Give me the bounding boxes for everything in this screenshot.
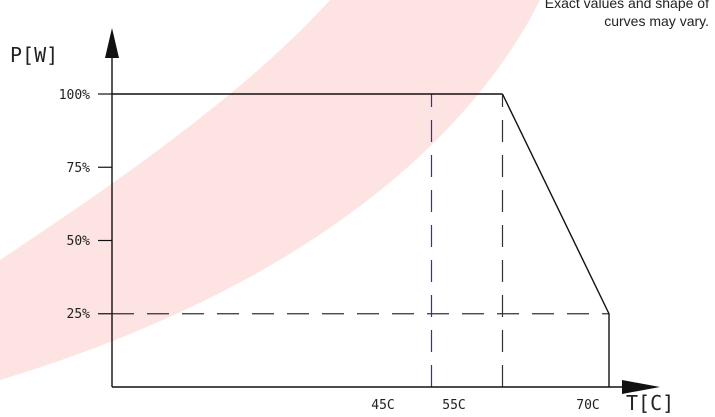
y-axis-title: P[W] <box>10 43 58 67</box>
y-tick-label-75: 75% <box>67 161 91 176</box>
x-axis-arrow <box>622 380 660 394</box>
y-axis-arrow <box>105 28 119 58</box>
x-tick-label-55: 55C <box>442 398 465 413</box>
note-line-1: Exact values and shape of <box>544 0 709 11</box>
series-group <box>112 93 610 387</box>
watermark-arc <box>0 0 540 380</box>
y-tick-label-50: 50% <box>67 234 91 249</box>
x-axis-title: T[C] <box>626 391 674 415</box>
x-tick-label-70: 70C <box>576 398 599 413</box>
y-tick-label-25: 25% <box>67 307 91 322</box>
x-tick-label-45: 45C <box>371 398 394 413</box>
reference-lines <box>112 94 609 387</box>
note-line-2: curves may vary. <box>604 13 709 29</box>
y-tick-label-100: 100% <box>59 88 90 103</box>
axes <box>98 28 660 394</box>
chart-note: Exact values and shape of curves may var… <box>449 0 709 30</box>
derating-line <box>501 93 610 387</box>
